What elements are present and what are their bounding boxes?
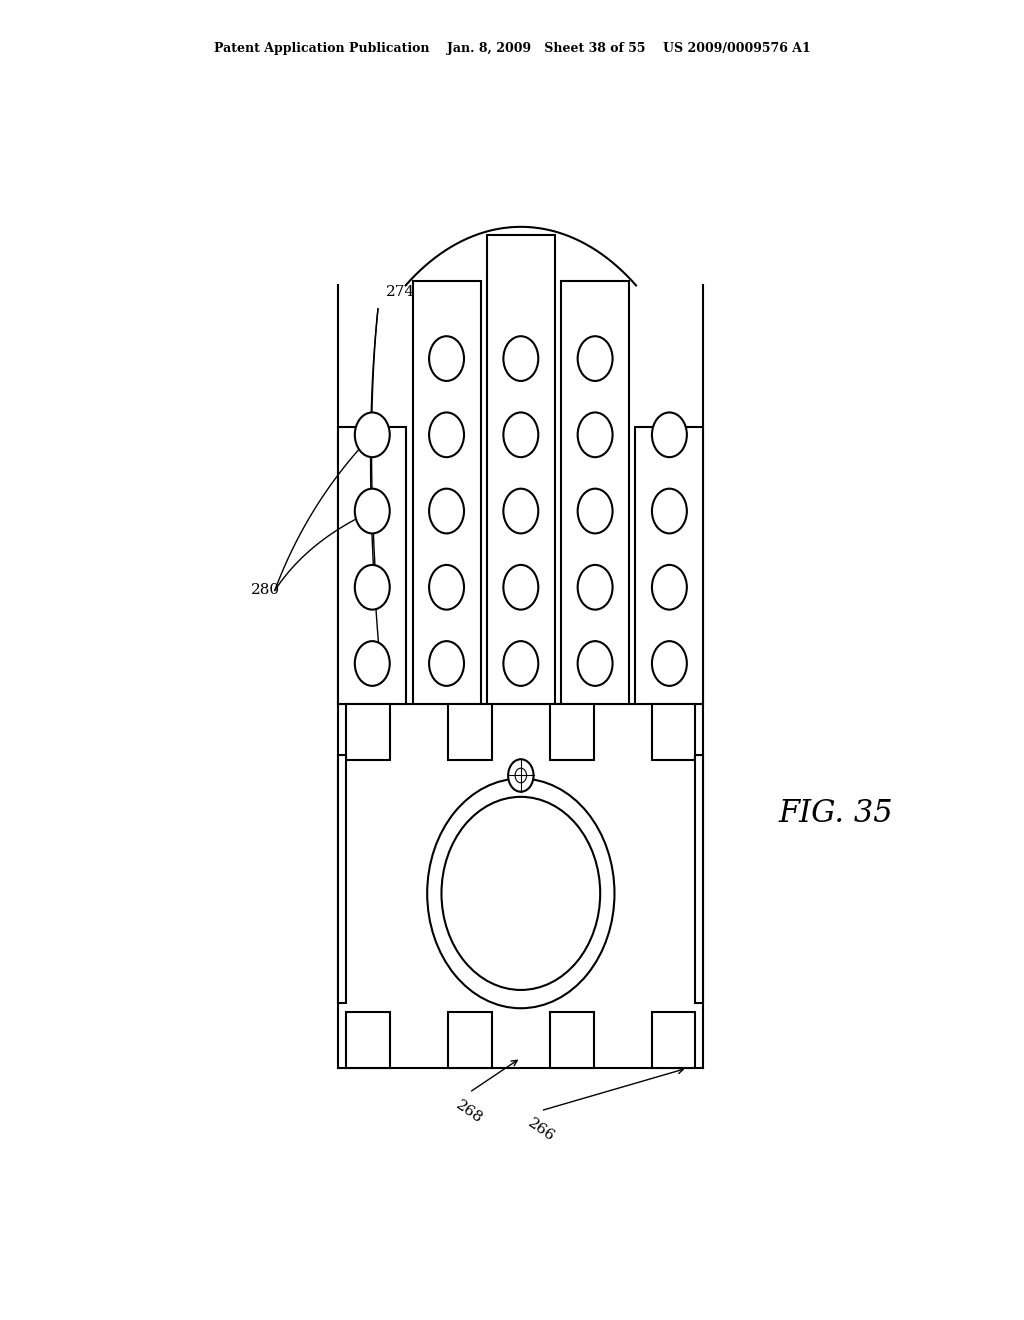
Bar <box>486 235 555 704</box>
Circle shape <box>578 565 612 610</box>
Bar <box>550 704 594 760</box>
Bar <box>652 704 695 760</box>
Bar <box>338 428 407 704</box>
Text: 266: 266 <box>524 1115 557 1144</box>
Text: FIG. 35: FIG. 35 <box>778 799 893 829</box>
Circle shape <box>354 565 390 610</box>
Circle shape <box>652 565 687 610</box>
Circle shape <box>504 642 539 686</box>
Ellipse shape <box>427 779 614 1008</box>
Circle shape <box>652 642 687 686</box>
Circle shape <box>504 488 539 533</box>
Circle shape <box>354 488 390 533</box>
Bar <box>338 755 346 1003</box>
Circle shape <box>429 337 464 381</box>
Bar <box>561 281 629 704</box>
Bar <box>413 281 480 704</box>
Text: 280: 280 <box>251 583 281 598</box>
Bar <box>449 1012 492 1068</box>
Circle shape <box>578 488 612 533</box>
Circle shape <box>354 412 390 457</box>
Bar <box>695 755 703 1003</box>
Circle shape <box>578 337 612 381</box>
Circle shape <box>515 768 526 783</box>
Circle shape <box>578 642 612 686</box>
Circle shape <box>652 488 687 533</box>
Circle shape <box>354 642 390 686</box>
Circle shape <box>578 412 612 457</box>
Bar <box>652 1012 695 1068</box>
Text: Patent Application Publication    Jan. 8, 2009   Sheet 38 of 55    US 2009/00095: Patent Application Publication Jan. 8, 2… <box>214 42 810 55</box>
Bar <box>449 704 492 760</box>
Circle shape <box>429 565 464 610</box>
Text: 274: 274 <box>386 285 415 298</box>
Bar <box>636 428 703 704</box>
Circle shape <box>652 412 687 457</box>
Circle shape <box>429 642 464 686</box>
Bar <box>346 704 390 760</box>
Circle shape <box>504 337 539 381</box>
Circle shape <box>504 412 539 457</box>
Ellipse shape <box>441 797 600 990</box>
Bar <box>346 1012 390 1068</box>
Circle shape <box>508 759 534 792</box>
Circle shape <box>429 412 464 457</box>
Text: 268: 268 <box>454 1097 485 1126</box>
Circle shape <box>429 488 464 533</box>
Circle shape <box>504 565 539 610</box>
Bar <box>550 1012 594 1068</box>
